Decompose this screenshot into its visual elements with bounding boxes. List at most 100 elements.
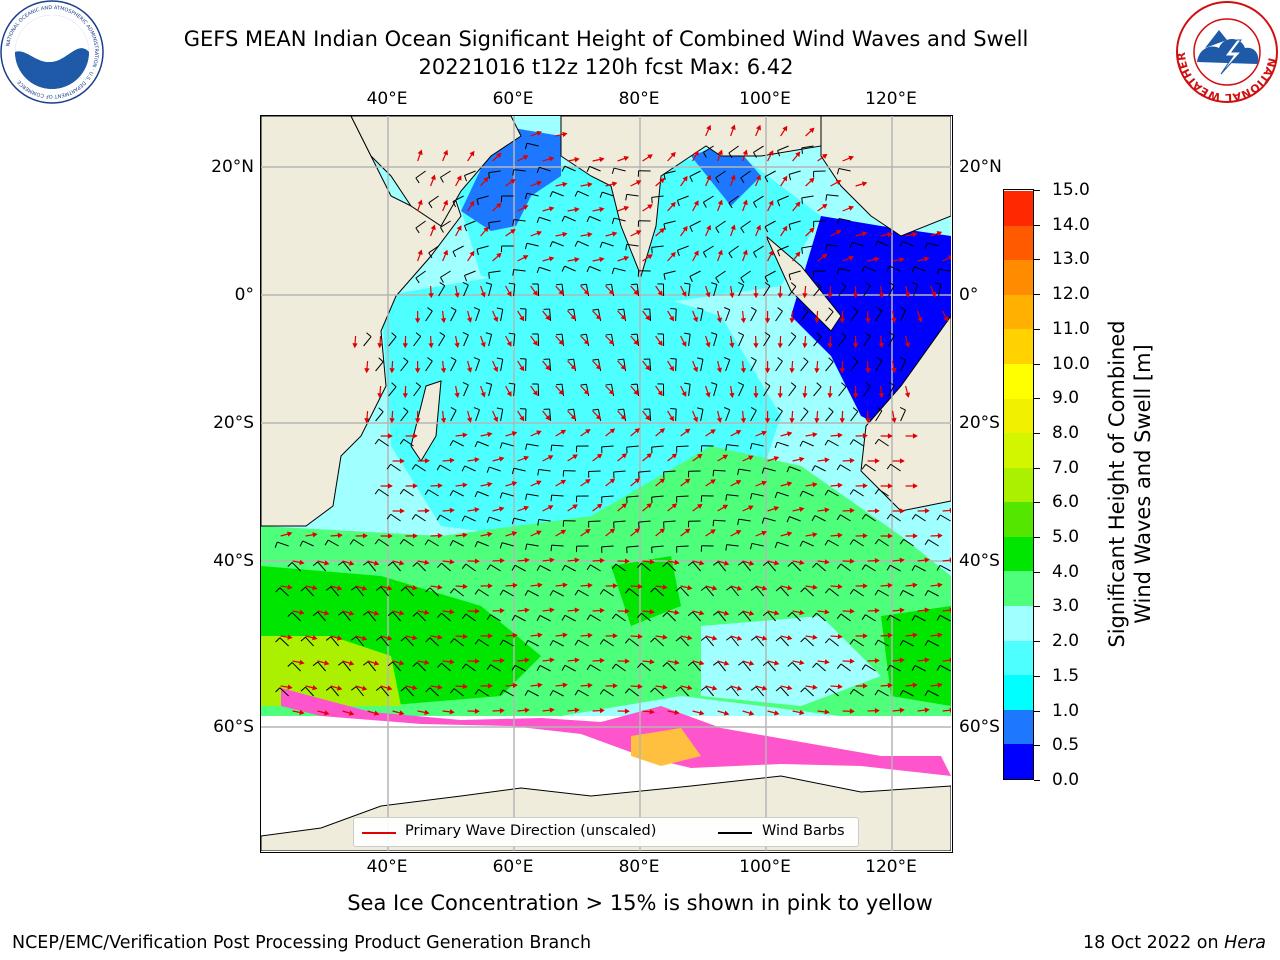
wave-arrow — [580, 232, 593, 238]
wind-barb — [836, 167, 851, 175]
wind-barb — [650, 587, 664, 597]
wind-barb — [562, 470, 576, 477]
wave-arrow — [517, 410, 525, 422]
colorbar-segment — [1004, 294, 1033, 330]
wind-barb — [275, 687, 289, 697]
wind-barb — [536, 166, 551, 174]
wave-direction-swatch — [362, 832, 396, 834]
wave-arrow — [292, 709, 305, 716]
wind-barb — [325, 636, 339, 647]
wave-arrow — [580, 682, 593, 689]
wave-arrow — [717, 504, 729, 512]
colorbar-segment — [1004, 536, 1033, 572]
wave-arrow — [492, 506, 505, 512]
wave-arrow — [855, 483, 868, 489]
wave-arrow — [755, 124, 761, 137]
wind-barb — [399, 438, 414, 447]
wave-arrow — [392, 710, 405, 716]
wind-barb — [726, 686, 739, 697]
wind-barb — [740, 170, 751, 184]
wave-arrow — [414, 310, 421, 324]
wind-barb — [875, 357, 883, 372]
wind-barb — [599, 639, 614, 647]
wave-arrow — [855, 633, 868, 639]
wind-barb — [461, 613, 476, 622]
wind-barb — [499, 542, 514, 549]
wind-barb — [849, 539, 864, 547]
wave-arrow — [842, 608, 855, 614]
wave-arrow — [805, 482, 818, 488]
wind-barb — [450, 356, 457, 372]
wind-barb — [874, 639, 889, 647]
wave-arrow — [454, 385, 460, 399]
wave-arrow — [830, 230, 842, 237]
wave-arrow — [342, 560, 355, 566]
wave-arrow — [842, 457, 855, 464]
wave-arrow — [680, 635, 693, 641]
wind-barb — [836, 563, 851, 572]
wave-arrow — [492, 202, 502, 212]
wave-arrow — [580, 582, 593, 589]
wind-barb — [689, 220, 701, 233]
wind-barb — [775, 357, 783, 372]
wave-arrow — [592, 156, 605, 163]
wave-arrow — [930, 632, 943, 638]
wind-barb — [411, 514, 426, 522]
wind-barb — [611, 217, 626, 224]
wind-barb — [715, 270, 726, 284]
lon-tick-top: 60°E — [492, 89, 534, 109]
wave-arrow — [367, 660, 380, 666]
wind-barb — [524, 142, 539, 150]
colorbar-segment — [1004, 605, 1033, 641]
wind-barb — [275, 587, 289, 597]
wind-barb — [488, 170, 501, 179]
wind-barb — [676, 195, 689, 207]
wave-arrow — [742, 610, 755, 616]
wind-barb — [325, 586, 339, 597]
wind-barb — [486, 466, 501, 473]
wind-barb — [888, 331, 895, 347]
wave-arrow — [555, 181, 568, 188]
wave-arrow — [792, 456, 805, 462]
wind-barb — [788, 282, 797, 297]
wave-arrow — [617, 410, 626, 420]
wind-barb — [936, 514, 951, 522]
wave-arrow — [592, 256, 605, 263]
wind-barb — [532, 283, 540, 297]
wave-arrow — [842, 708, 855, 714]
wave-arrow — [530, 230, 543, 237]
wind-barb — [838, 332, 847, 347]
wave-arrow — [792, 201, 801, 212]
wind-barb — [500, 195, 514, 203]
wind-barb — [937, 268, 951, 276]
wind-barb — [387, 611, 401, 622]
wind-barb — [750, 407, 757, 422]
wave-arrow — [530, 632, 543, 638]
wind-barb — [737, 518, 751, 526]
wind-barb — [613, 520, 626, 529]
wave-arrow — [667, 503, 678, 512]
wave-arrow — [642, 154, 653, 162]
wave-arrow — [605, 633, 618, 639]
wind-barb — [899, 589, 914, 597]
wave-arrow — [667, 310, 674, 322]
sea-ice — [281, 688, 951, 776]
wind-barb — [287, 562, 301, 572]
wind-barb — [702, 245, 714, 258]
wind-barb-swatch — [718, 832, 752, 834]
wind-barb — [899, 356, 906, 372]
wind-barb — [688, 470, 701, 478]
wind-barb — [836, 464, 851, 472]
wave-arrow — [440, 360, 447, 374]
wave-arrow — [542, 410, 551, 421]
colorbar-segment — [1004, 744, 1033, 779]
lat-tick-right: 0° — [959, 285, 979, 305]
wind-barb — [724, 357, 731, 372]
wave-arrow — [830, 180, 842, 187]
wave-arrow — [680, 285, 687, 297]
wind-barb — [936, 564, 951, 572]
wave-arrow — [592, 453, 603, 462]
lat-tick-left: 60°S — [213, 717, 254, 737]
wave-arrow — [692, 560, 705, 566]
wave-arrow — [380, 483, 393, 489]
